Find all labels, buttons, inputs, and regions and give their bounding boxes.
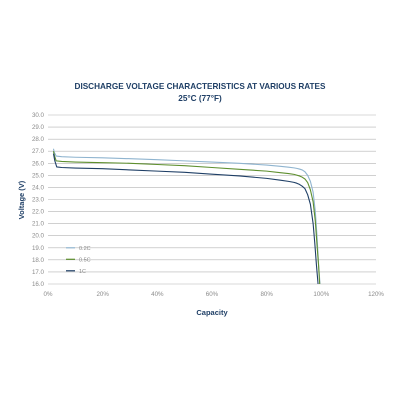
legend: 0.2C 0.5C 1C [66,246,91,275]
y-tick-label: 18.0 [32,257,45,264]
y-tick-label: 21.0 [32,221,45,228]
series-line-02C [52,148,321,285]
legend-label: 0.2C [79,246,91,252]
legend-label: 1C [79,269,86,275]
y-tick-label: 23.0 [32,197,45,204]
y-tick-label: 24.0 [32,184,45,191]
y-tick-label: 30.0 [32,112,45,119]
x-tick-label: 100% [313,291,329,298]
chart-title: DISCHARGE VOLTAGE CHARACTERISTICS AT VAR… [75,82,326,91]
y-tick-label: 29.0 [32,124,45,131]
y-tick-label: 22.0 [32,209,45,216]
y-axis-ticks: 16.0 17.0 18.0 19.0 20.0 21.0 22.0 23.0 24.0 25.0… [32,112,45,288]
x-tick-label: 40% [151,291,164,298]
chart-subtitle: 25°C (77°F) [178,94,222,103]
y-tick-label: 17.0 [32,269,45,276]
y-axis-label: Voltage (V) [17,180,26,219]
y-tick-label: 19.0 [32,245,45,252]
y-tick-label: 20.0 [32,233,45,240]
x-tick-label: 120% [368,291,384,298]
series-line-1C [52,153,319,285]
legend-label: 0.5C [79,257,91,263]
y-tick-label: 28.0 [32,136,45,143]
series-line-05C [52,151,321,285]
x-axis-ticks: 0% 20% 40% 60% 80% 100% 120% [44,291,385,298]
series-lines [52,148,321,285]
y-tick-label: 25.0 [32,172,45,179]
y-tick-label: 16.0 [32,281,45,288]
y-tick-label: 26.0 [32,160,45,167]
y-tick-label: 27.0 [32,148,45,155]
x-tick-label: 80% [260,291,273,298]
grid [48,114,376,285]
x-tick-label: 60% [206,291,219,298]
x-axis-label: Capacity [196,308,228,317]
x-tick-label: 0% [44,291,53,298]
x-tick-label: 20% [96,291,109,298]
